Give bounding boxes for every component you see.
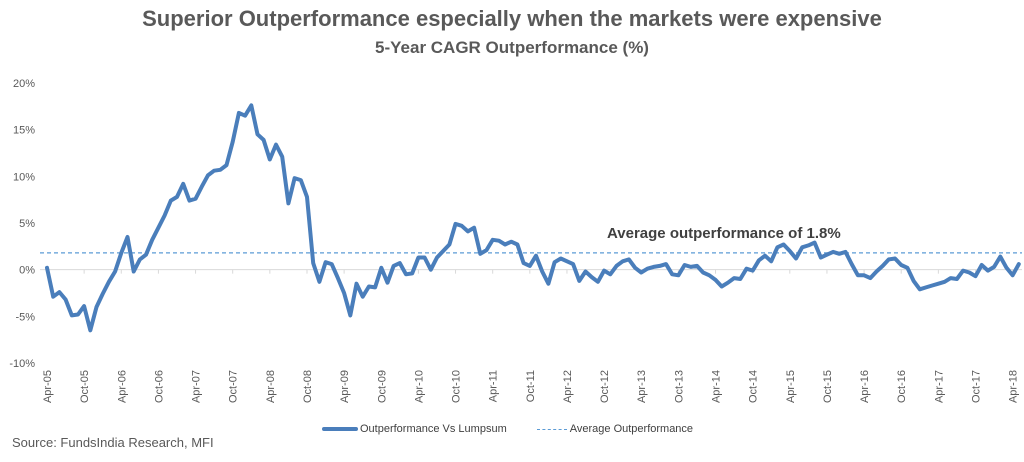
legend-label: Outperformance Vs Lumpsum — [360, 423, 507, 435]
x-tick-label: Apr-06 — [116, 370, 128, 403]
x-tick-label: Oct-07 — [228, 370, 240, 403]
x-tick-label: Oct-12 — [599, 370, 611, 403]
x-tick-label: Apr-14 — [711, 370, 723, 403]
y-tick-label: 15% — [13, 125, 35, 137]
x-tick-label: Apr-12 — [562, 370, 574, 403]
x-tick-label: Apr-11 — [488, 370, 500, 402]
outperformance-line — [45, 103, 1021, 333]
x-axis: Apr-05 Oct-05 Apr-06 Oct-06 Apr-07 Oct-07 Apr-… — [40, 269, 1022, 403]
x-tick-label: Oct-09 — [376, 370, 388, 403]
y-tick-label: -5% — [15, 311, 35, 323]
x-tick-label: Oct-10 — [451, 370, 463, 403]
chart-subtitle: 5-Year CAGR Outperformance (%) — [375, 38, 649, 57]
y-tick-label: 10% — [13, 171, 35, 183]
y-tick-label: 20% — [13, 78, 35, 90]
x-tick-label: Apr-15 — [785, 370, 797, 403]
x-tick-label: Oct-15 — [822, 370, 834, 403]
y-axis: 20% 15% 10% 5% 0% -5% -10% — [9, 78, 35, 370]
x-tick-label: Apr-08 — [265, 370, 277, 403]
x-tick-label: Oct-13 — [673, 370, 685, 403]
x-tick-label: Oct-08 — [302, 370, 314, 403]
x-tick-label: Apr-07 — [191, 370, 203, 403]
x-tick-label: Oct-14 — [748, 370, 760, 403]
source-note: Source: FundsIndia Research, MFI — [12, 435, 214, 450]
x-tick-label: Apr-13 — [636, 370, 648, 403]
x-tick-label: Oct-11 — [525, 370, 537, 402]
x-tick-label: Apr-16 — [859, 370, 871, 403]
y-tick-label: -10% — [9, 358, 35, 370]
x-tick-label: Oct-05 — [79, 370, 91, 403]
legend-swatch-dashed — [536, 428, 567, 430]
x-tick-label: Apr-05 — [42, 370, 54, 403]
legend-item-average: Average Outperformance — [536, 423, 694, 435]
legend-item-outperformance: Outperformance Vs Lumpsum — [322, 423, 507, 435]
series-group — [40, 103, 1022, 333]
x-tick-label: Oct-17 — [971, 370, 983, 403]
x-tick-label: Apr-09 — [339, 370, 351, 403]
x-tick-label: Oct-16 — [896, 370, 908, 403]
x-tick-label: Oct-06 — [153, 370, 165, 403]
chart-title: Superior Outperformance especially when … — [142, 6, 882, 31]
legend: Outperformance Vs Lumpsum Average Outper… — [322, 423, 723, 435]
x-tick-label: Apr-17 — [933, 370, 945, 403]
y-tick-label: 5% — [19, 218, 35, 230]
y-tick-label: 0% — [19, 265, 35, 277]
x-tick-label: Apr-10 — [413, 370, 425, 403]
legend-swatch-solid — [322, 427, 358, 431]
average-annotation: Average outperformance of 1.8% — [607, 225, 841, 242]
legend-label: Average Outperformance — [569, 423, 694, 435]
x-tick-label: Apr-18 — [1008, 370, 1020, 403]
